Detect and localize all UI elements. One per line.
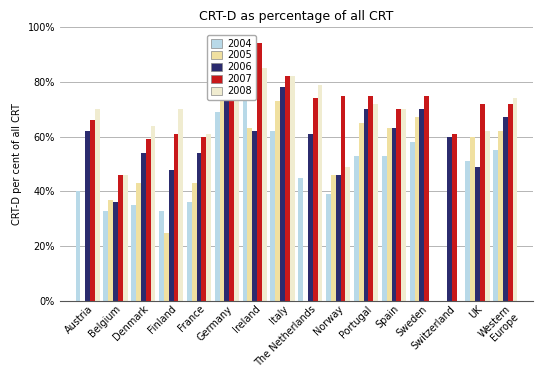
Bar [192, 183, 196, 301]
Bar [313, 98, 318, 301]
Bar [131, 205, 136, 301]
Bar [85, 131, 90, 301]
Bar [401, 109, 406, 301]
Bar [359, 123, 364, 301]
Bar [485, 131, 490, 301]
Bar [225, 76, 229, 301]
Bar [326, 194, 331, 301]
Bar [470, 137, 475, 301]
Bar [123, 175, 128, 301]
Bar [285, 76, 290, 301]
Bar [397, 109, 401, 301]
Bar [480, 104, 485, 301]
Bar [174, 134, 178, 301]
Bar [354, 156, 359, 301]
Y-axis label: CRT-D per cent of all CRT: CRT-D per cent of all CRT [12, 103, 22, 225]
Bar [392, 129, 397, 301]
Bar [234, 60, 239, 301]
Bar [512, 98, 517, 301]
Bar [201, 137, 206, 301]
Bar [151, 126, 156, 301]
Bar [387, 129, 392, 301]
Bar [90, 120, 95, 301]
Bar [498, 131, 503, 301]
Bar [220, 85, 225, 301]
Bar [146, 139, 151, 301]
Bar [508, 104, 512, 301]
Bar [257, 44, 262, 301]
Title: CRT-D as percentage of all CRT: CRT-D as percentage of all CRT [199, 10, 394, 23]
Bar [452, 134, 457, 301]
Bar [341, 95, 345, 301]
Bar [308, 134, 313, 301]
Bar [136, 183, 141, 301]
Bar [229, 71, 234, 301]
Bar [336, 175, 341, 301]
Bar [415, 117, 419, 301]
Bar [141, 153, 146, 301]
Bar [215, 112, 220, 301]
Bar [103, 211, 108, 301]
Bar [368, 95, 373, 301]
Bar [270, 131, 275, 301]
Bar [275, 101, 280, 301]
Bar [447, 137, 452, 301]
Bar [419, 109, 424, 301]
Bar [331, 175, 336, 301]
Bar [410, 142, 415, 301]
Bar [118, 175, 123, 301]
Bar [290, 76, 295, 301]
Bar [159, 211, 164, 301]
Bar [252, 131, 257, 301]
Bar [465, 161, 470, 301]
Bar [503, 117, 508, 301]
Bar [108, 200, 113, 301]
Bar [113, 202, 118, 301]
Bar [262, 68, 267, 301]
Bar [318, 85, 323, 301]
Bar [382, 156, 387, 301]
Bar [243, 90, 248, 301]
Bar [76, 191, 81, 301]
Bar [206, 134, 211, 301]
Bar [424, 95, 429, 301]
Bar [164, 232, 169, 301]
Bar [248, 129, 252, 301]
Bar [298, 178, 303, 301]
Bar [373, 104, 378, 301]
Bar [345, 167, 350, 301]
Bar [178, 109, 183, 301]
Bar [475, 167, 480, 301]
Bar [169, 169, 174, 301]
Legend: 2004, 2005, 2006, 2007, 2008: 2004, 2005, 2006, 2007, 2008 [207, 35, 256, 100]
Bar [95, 109, 100, 301]
Bar [280, 87, 285, 301]
Bar [196, 153, 201, 301]
Bar [493, 150, 498, 301]
Bar [187, 202, 192, 301]
Bar [364, 109, 368, 301]
